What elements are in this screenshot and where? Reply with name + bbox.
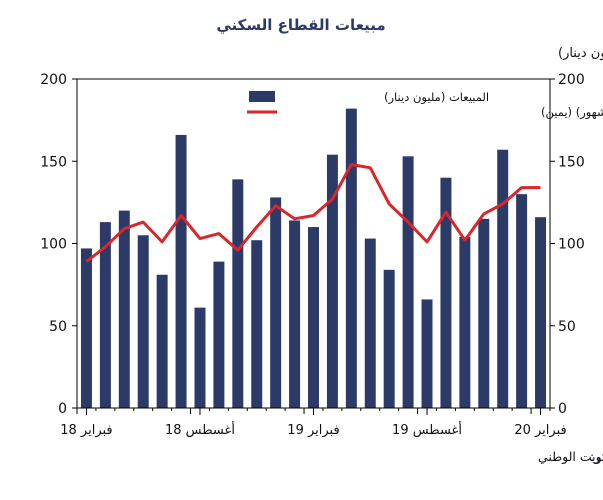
line-series xyxy=(85,163,541,263)
bar xyxy=(80,248,92,408)
chart-subtitle: (ربع سنوي, مليون دينار) xyxy=(558,46,603,61)
bar xyxy=(289,220,301,408)
source-text: وزارة العدل و بنك الكويت الوطني xyxy=(538,449,603,465)
legend: المبيعات (مليون دينار) قيمة المبيعات (مل… xyxy=(247,90,603,120)
bar xyxy=(535,217,547,408)
y-left-tick-label: 150 xyxy=(40,154,67,170)
bar xyxy=(137,235,149,408)
bar-series xyxy=(80,108,547,409)
bar xyxy=(497,149,509,409)
y-right-tick-label: 0 xyxy=(558,401,567,417)
bar xyxy=(421,299,433,408)
legend-line-label: قيمة المبيعات (مليون دينار، معدل 3 شهور)… xyxy=(541,105,603,120)
bar xyxy=(345,108,357,409)
y-left-tick-label: 100 xyxy=(40,237,67,253)
bar xyxy=(364,238,376,408)
line-path xyxy=(85,163,541,263)
bar xyxy=(175,134,187,408)
bar xyxy=(459,236,471,408)
bar xyxy=(402,156,414,408)
y-right-tick-label: 100 xyxy=(558,237,585,253)
y-right-tick-label: 50 xyxy=(558,319,576,335)
source-label: المصدر: xyxy=(590,449,603,465)
legend-bar-label: المبيعات (مليون دينار) xyxy=(384,90,489,105)
y-left-tick-label: 50 xyxy=(49,319,67,335)
legend-bar-swatch xyxy=(249,91,275,102)
bar xyxy=(99,222,111,408)
y-right-tick-label: 200 xyxy=(558,72,585,88)
y-left-tick-label: 0 xyxy=(58,401,67,417)
y-left-tick-label: 200 xyxy=(40,72,67,88)
bar xyxy=(516,194,528,408)
bar xyxy=(383,269,395,408)
bar xyxy=(156,274,168,408)
x-tick-label: أغسطس 18 xyxy=(165,421,235,438)
bar xyxy=(478,218,490,408)
bar xyxy=(251,240,263,408)
x-tick-label: فبراير 18 xyxy=(60,423,112,438)
bar xyxy=(326,154,338,408)
y-right-tick-label: 150 xyxy=(558,154,585,170)
x-tick-label: أغسطس 19 xyxy=(392,421,462,438)
bar xyxy=(194,307,206,408)
axes: 0 0 50 50 100 100 150 150 200 200 فبراير 18 أغسطس 1… xyxy=(40,72,584,438)
bar xyxy=(213,261,225,408)
bar xyxy=(308,227,319,408)
bar xyxy=(440,177,452,408)
bar xyxy=(118,210,130,408)
bar xyxy=(232,179,244,408)
chart-title: مبيعات القطاع السكني xyxy=(216,16,385,34)
bar xyxy=(270,197,282,408)
x-tick-label: فبراير 19 xyxy=(287,423,339,438)
x-tick-label: فبراير 20 xyxy=(514,423,566,438)
